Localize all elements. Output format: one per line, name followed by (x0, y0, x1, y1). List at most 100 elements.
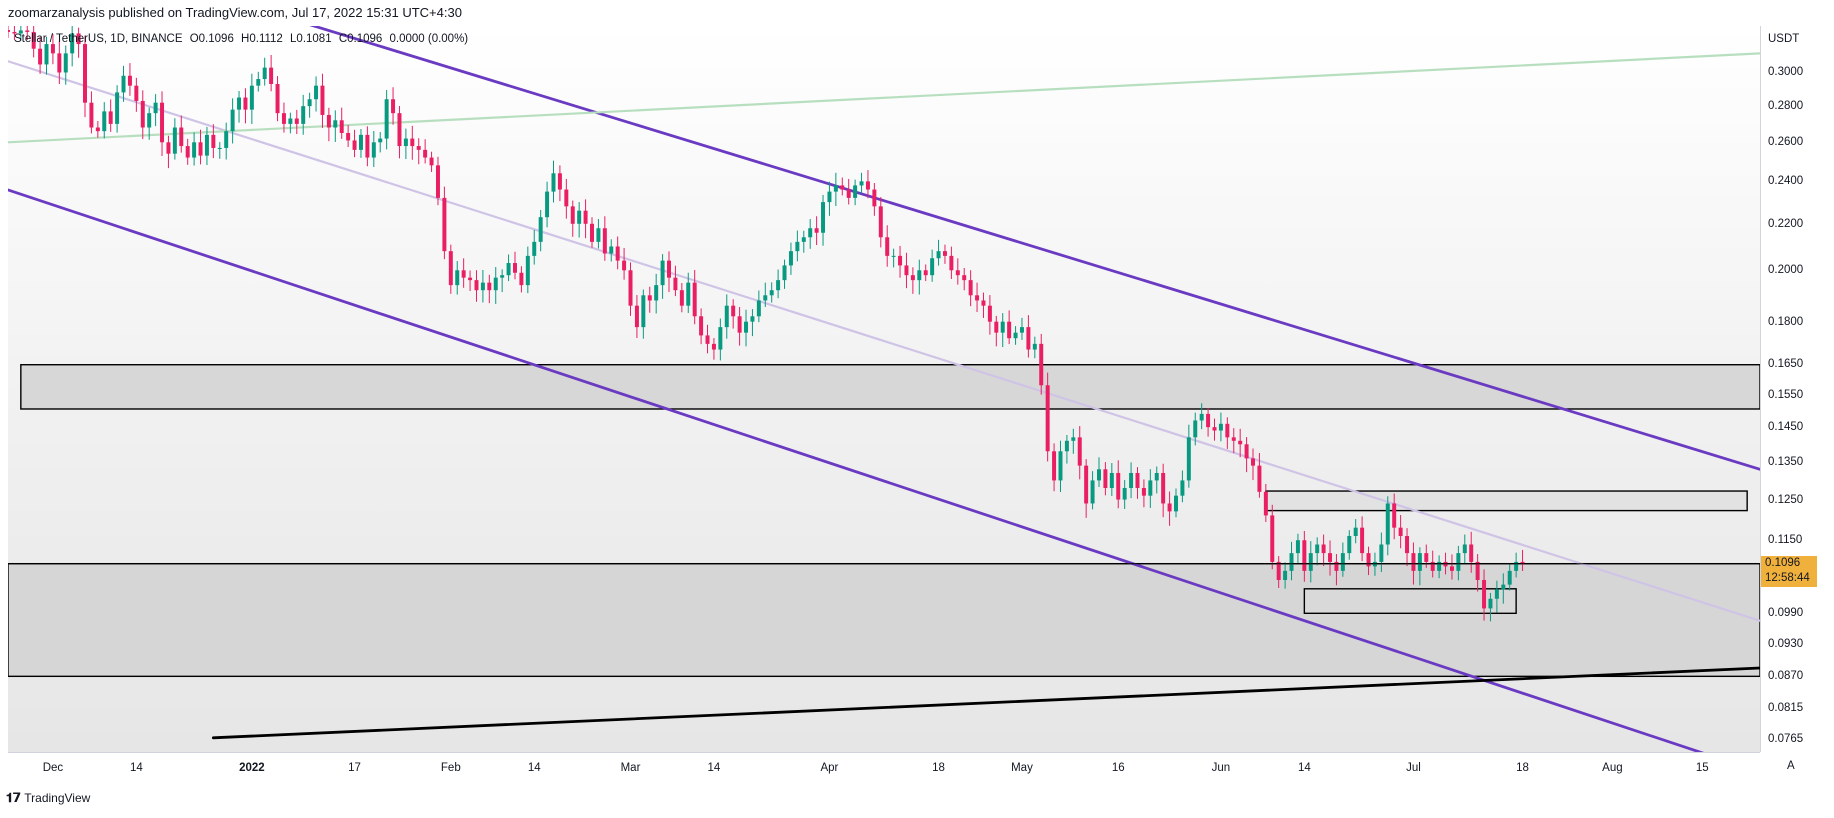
candle-body (1109, 472, 1114, 488)
auto-scale-button[interactable]: A (1787, 760, 1795, 772)
candle-body (525, 255, 530, 286)
candle-body (955, 270, 960, 276)
time-tick-label: 14 (1297, 762, 1311, 774)
candle-body (602, 228, 607, 254)
candle-body (654, 285, 659, 301)
price-tick-label: 0.2600 (1768, 136, 1804, 149)
candle-body (153, 102, 158, 114)
candle-body (744, 321, 749, 333)
candle-body (500, 275, 505, 278)
candle-body (1231, 437, 1236, 441)
candle-body (1482, 579, 1487, 609)
price-axis[interactable] (1760, 26, 1834, 752)
candle-body (1064, 440, 1069, 452)
price-tick-label: 0.1550 (1768, 388, 1804, 401)
time-tick-label: May (1011, 762, 1033, 774)
candle-body (1315, 544, 1320, 554)
time-tick-label: 14 (707, 762, 721, 774)
candle-body (1488, 598, 1493, 609)
price-axis-unit: USDT (1768, 33, 1800, 45)
candle-body (1456, 553, 1461, 571)
candle-body (1411, 553, 1416, 571)
price-tick-label: 0.1650 (1768, 358, 1804, 371)
candle-body (455, 270, 460, 286)
candle-body (8, 30, 10, 32)
price-tick-label: 0.2000 (1768, 264, 1804, 277)
candle-body (622, 260, 627, 271)
candle-body (44, 44, 49, 65)
candle-body (1514, 561, 1519, 571)
candle-body (493, 277, 498, 291)
candle-body (641, 295, 646, 328)
candle-body (1501, 584, 1506, 590)
candle-body (1430, 561, 1435, 571)
candle-body (397, 113, 402, 147)
candle-body (1353, 527, 1358, 537)
candle-body (878, 206, 883, 238)
candle-body (185, 146, 190, 158)
tradingview-footer: 𝟏𝟳 TradingView (6, 790, 90, 806)
price-tick-label: 0.2800 (1768, 100, 1804, 113)
candle-body (1270, 515, 1275, 562)
time-tick-label: Aug (1602, 762, 1623, 774)
legend-close: C0.1096 (338, 33, 383, 45)
candle-body (782, 265, 787, 281)
candle-body (127, 75, 132, 86)
candle-body (1417, 553, 1422, 571)
candle-body (795, 241, 800, 252)
time-axis[interactable] (8, 752, 1760, 782)
candle-body (1141, 487, 1146, 496)
time-tick-label: Mar (620, 762, 641, 774)
candle-body (448, 251, 453, 286)
candle-body (1032, 343, 1037, 350)
candle-body (288, 118, 293, 124)
candle-body (686, 282, 691, 306)
candle-body (1199, 413, 1204, 421)
candle-body (1058, 451, 1063, 481)
candle-body (1308, 553, 1313, 571)
price-tick-label: 0.0765 (1768, 733, 1804, 746)
plot-layer (8, 26, 1760, 752)
symbol-legend: Stellar / TetherUS, 1D, BINANCE O0.1096 … (14, 33, 472, 45)
candle-body (1321, 544, 1326, 554)
candle-body (904, 265, 909, 276)
time-tick-label: Dec (42, 762, 64, 774)
candle-body (198, 142, 203, 156)
candle-body (237, 97, 242, 110)
candle-body (38, 48, 43, 65)
candle-body (1520, 561, 1525, 564)
candle-body (1180, 480, 1185, 496)
candle-body (910, 275, 915, 281)
candle-body (1161, 472, 1166, 504)
candle-body (827, 191, 832, 203)
legend-symbol[interactable]: Stellar / TetherUS, 1D, BINANCE (14, 33, 183, 45)
candle-body (833, 185, 838, 192)
candle-body (570, 206, 575, 224)
candle-body (89, 102, 94, 128)
candle-body (1148, 480, 1153, 496)
candle-body (50, 44, 55, 54)
candle-body (1174, 495, 1178, 512)
candle-body (545, 191, 550, 218)
price-tick-label: 0.0990 (1768, 607, 1804, 620)
candle-body (179, 127, 184, 147)
price-tick-label: 0.2200 (1768, 217, 1804, 230)
candle-body (1289, 553, 1294, 571)
candle-body (326, 114, 331, 128)
candle-body (166, 142, 171, 154)
candle-body (275, 84, 280, 114)
candle-body (1347, 536, 1352, 554)
candle-body (577, 210, 582, 224)
price-tick-label: 0.1450 (1768, 421, 1804, 434)
candle-body (384, 99, 389, 139)
candle-body (339, 120, 344, 134)
candle-body (429, 157, 434, 166)
candle-body (416, 146, 421, 150)
candle-body (121, 75, 126, 93)
trend-line-2 (8, 60, 1760, 622)
candle-body (519, 272, 524, 286)
candle-body (1052, 451, 1057, 481)
candle-body (923, 270, 928, 276)
trend-line-0 (8, 188, 1705, 752)
